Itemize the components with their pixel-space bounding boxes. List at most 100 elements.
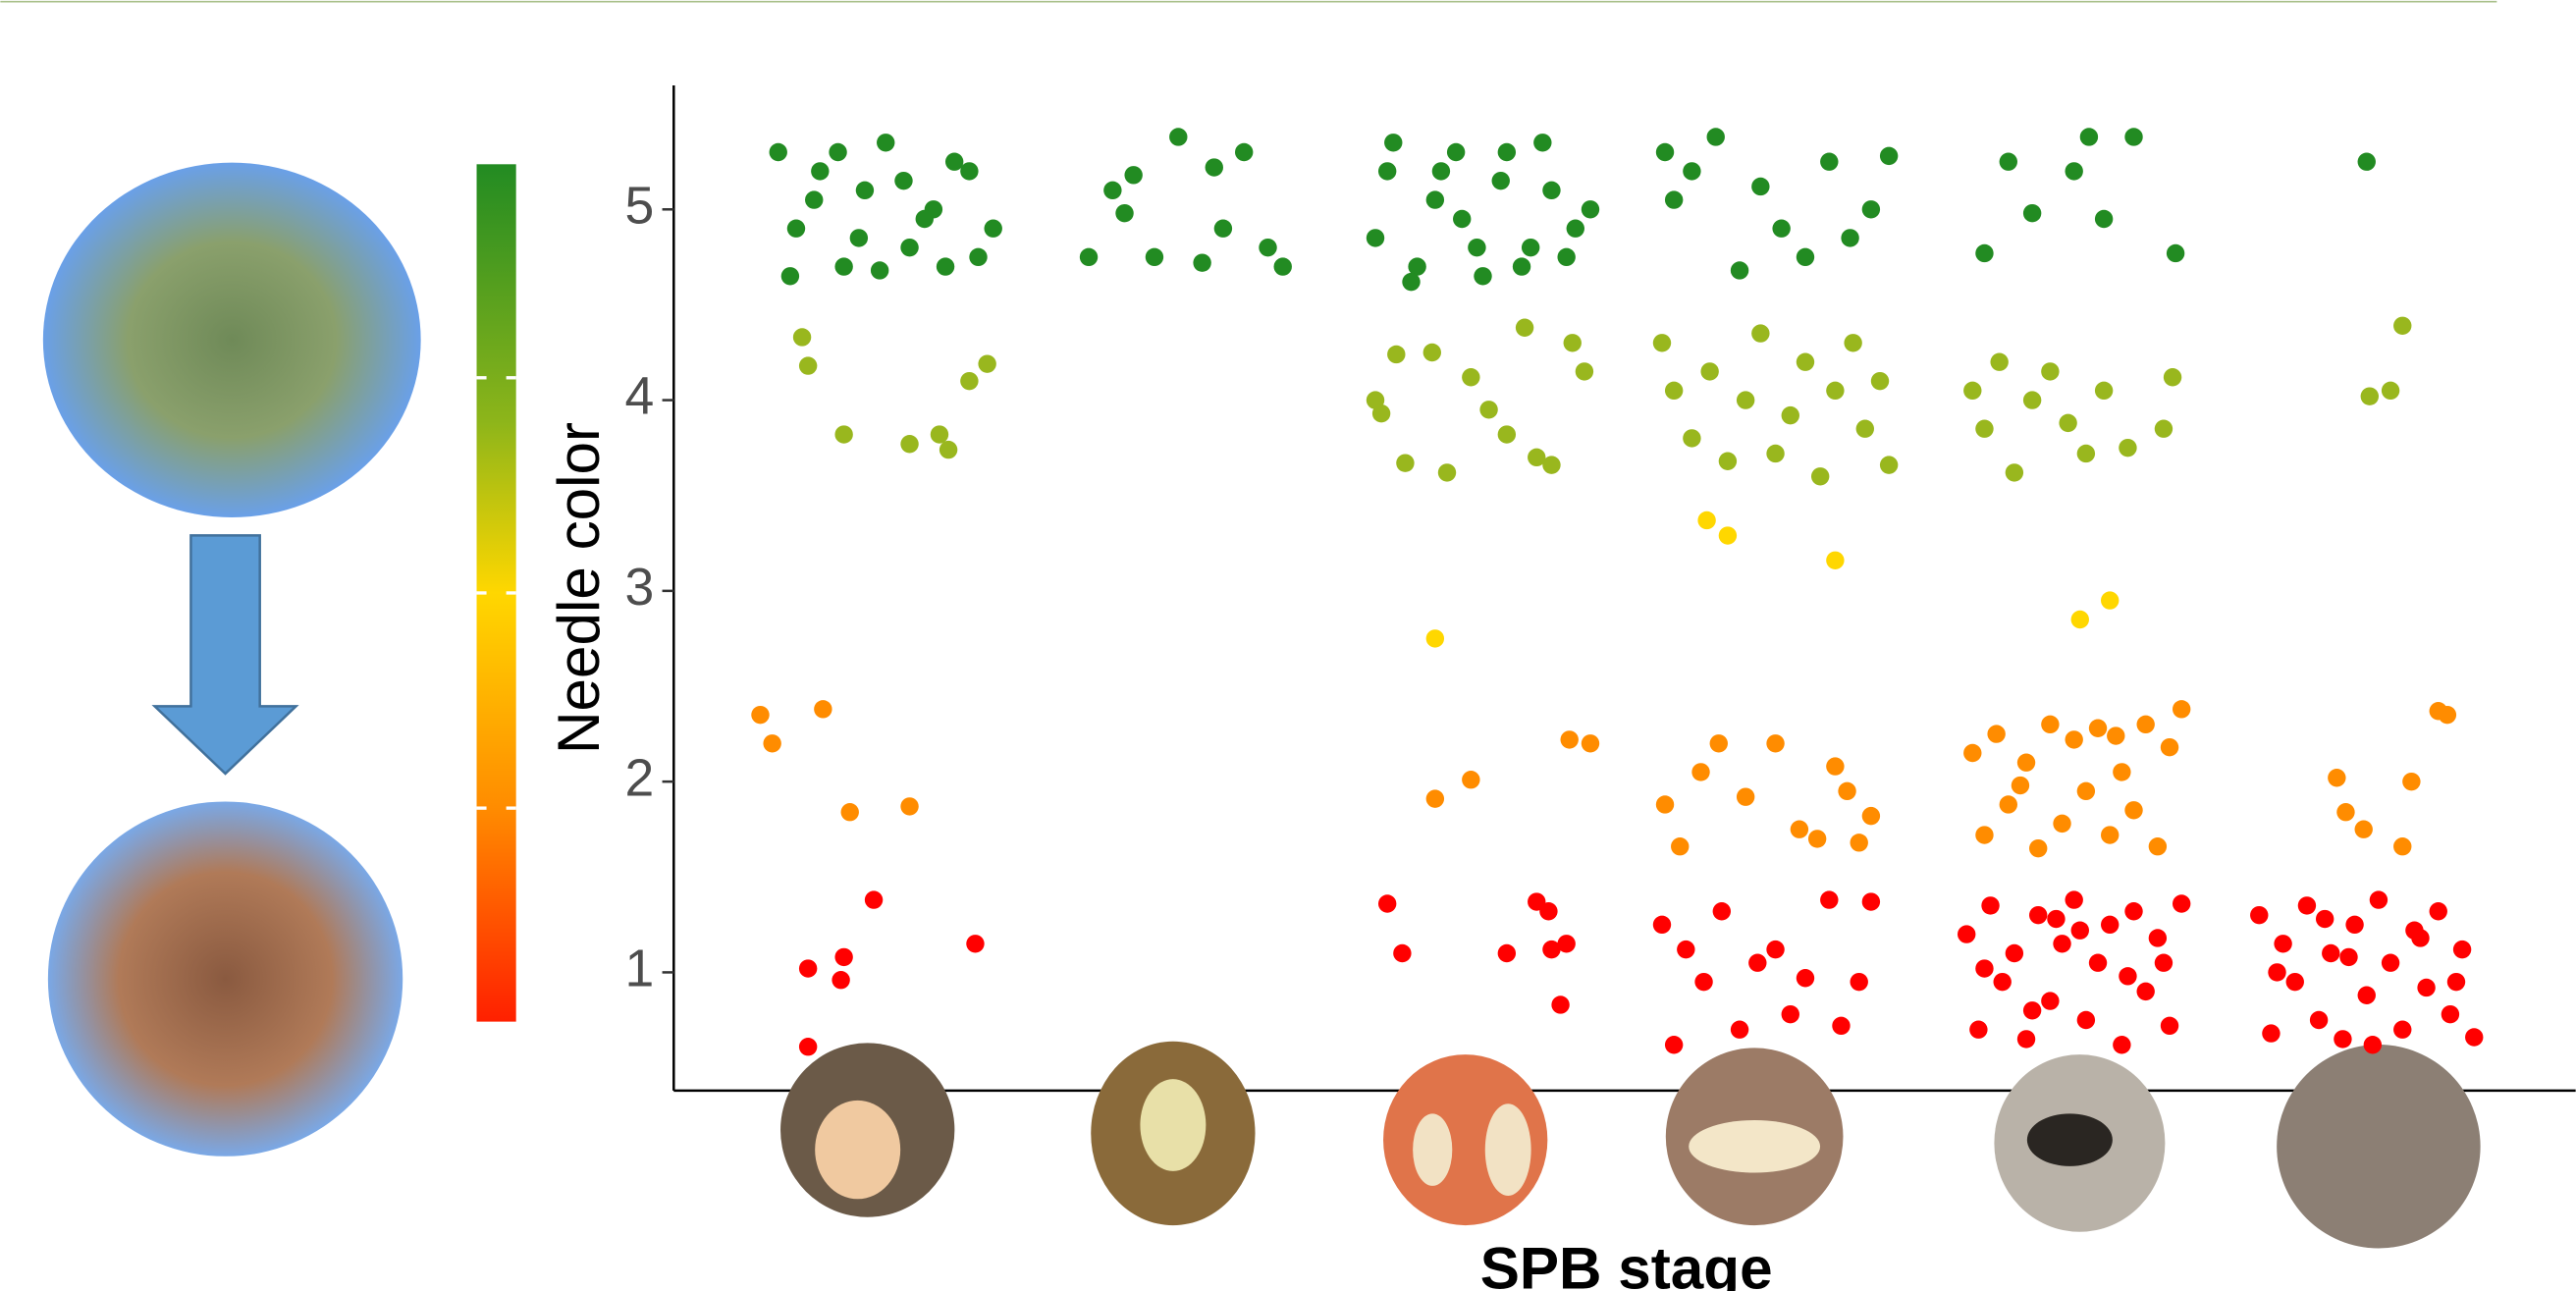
- point: [2417, 979, 2435, 996]
- point: [763, 734, 780, 752]
- point: [1146, 248, 1163, 266]
- arrow: [155, 535, 296, 774]
- point: [1862, 200, 1880, 218]
- point: [871, 261, 888, 279]
- point: [2065, 730, 2082, 748]
- point: [2334, 1030, 2351, 1048]
- point: [1516, 319, 1533, 337]
- point: [781, 267, 799, 285]
- point: [960, 372, 978, 390]
- point: [829, 143, 846, 161]
- point: [1393, 944, 1411, 962]
- point: [1797, 248, 1814, 266]
- point: [1851, 973, 1868, 991]
- point: [2155, 420, 2173, 438]
- green-tree-photo: [43, 163, 421, 517]
- point: [2442, 1005, 2459, 1023]
- point: [1492, 172, 1510, 189]
- point: [969, 248, 987, 266]
- x-axis-title: SPB stage: [1480, 1235, 1773, 1291]
- point: [2053, 815, 2070, 833]
- point: [2358, 153, 2376, 171]
- point: [1737, 391, 1754, 408]
- point: [1958, 925, 1975, 942]
- point: [2149, 929, 2167, 946]
- point: [1367, 229, 1384, 246]
- point: [2017, 1030, 2035, 1048]
- point: [1576, 362, 1593, 380]
- y-tick-label: 2: [624, 749, 654, 807]
- point: [2006, 463, 2023, 481]
- point: [2149, 837, 2167, 855]
- point: [900, 435, 918, 453]
- point: [2161, 1017, 2178, 1035]
- point: [1691, 763, 1709, 780]
- point: [2101, 916, 2119, 934]
- point: [2065, 890, 2082, 908]
- point: [1426, 789, 1444, 807]
- point: [1797, 969, 1814, 987]
- point: [2393, 837, 2411, 855]
- point: [2077, 782, 2095, 800]
- point: [960, 162, 978, 180]
- point: [931, 425, 948, 443]
- point: [834, 948, 852, 966]
- point: [1557, 935, 1575, 952]
- point: [1438, 463, 1456, 481]
- point: [1462, 368, 1479, 386]
- point: [900, 239, 918, 256]
- point: [1384, 134, 1402, 151]
- point: [1826, 382, 1844, 400]
- point: [2089, 720, 2107, 737]
- point: [832, 971, 849, 989]
- point: [1387, 346, 1405, 363]
- point: [2393, 1021, 2411, 1039]
- point: [1737, 787, 1754, 805]
- point: [1498, 944, 1516, 962]
- point: [877, 134, 894, 151]
- point: [939, 441, 957, 458]
- point: [2047, 910, 2065, 928]
- point: [2268, 963, 2285, 981]
- point: [1797, 353, 1814, 371]
- point: [2071, 921, 2089, 939]
- point: [1533, 134, 1551, 151]
- point: [799, 959, 817, 977]
- point: [1990, 353, 2008, 371]
- point: [1772, 220, 1790, 238]
- point: [1513, 257, 1530, 275]
- point: [1683, 429, 1700, 447]
- point: [2017, 754, 2035, 772]
- point: [1426, 190, 1444, 208]
- point: [1862, 807, 1880, 825]
- point: [2101, 591, 2119, 609]
- point: [1683, 162, 1700, 180]
- point: [2250, 906, 2268, 924]
- point: [1751, 324, 1769, 342]
- point: [1766, 734, 1784, 752]
- point: [1808, 830, 1826, 847]
- point: [2286, 973, 2304, 991]
- point: [1782, 1005, 1799, 1023]
- point: [1710, 734, 1728, 752]
- point: [1751, 178, 1769, 195]
- point: [811, 162, 829, 180]
- red-tree-photo: [48, 801, 402, 1156]
- point: [2077, 1011, 2095, 1029]
- point: [2430, 902, 2447, 920]
- point: [1811, 467, 1829, 485]
- point: [1498, 425, 1516, 443]
- point: [2080, 128, 2098, 145]
- point: [2029, 906, 2047, 924]
- point: [2124, 801, 2142, 819]
- point: [1372, 404, 1390, 422]
- point: [1479, 401, 1497, 418]
- y-tick-label: 4: [624, 368, 654, 426]
- point: [1832, 1017, 1850, 1035]
- point: [2113, 763, 2130, 780]
- chart: Needle color SPB stage 12345: [0, 0, 2576, 1291]
- point: [1582, 200, 1599, 218]
- point: [2173, 700, 2190, 718]
- point: [1468, 239, 1485, 256]
- point: [1206, 158, 1223, 176]
